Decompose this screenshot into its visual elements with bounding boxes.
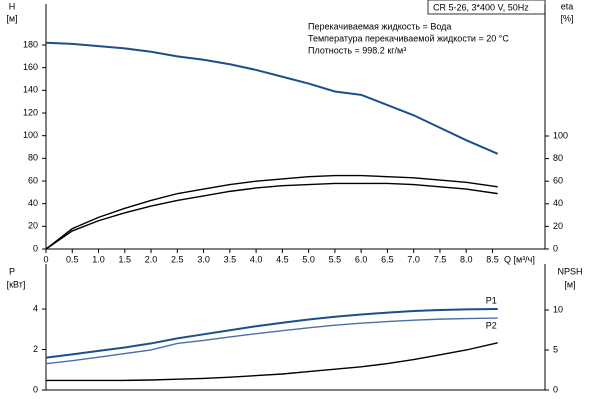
y-tick-label: 120 — [23, 107, 38, 117]
y-unit: [м] — [6, 13, 17, 23]
x-tick-label: 2.0 — [145, 254, 158, 264]
series-line — [46, 342, 498, 382]
x-tick-label: 5.5 — [329, 254, 342, 264]
y-tick-label: 160 — [23, 62, 38, 72]
y2-tick-label: 5 — [553, 344, 558, 354]
x-tick-label: 4.0 — [250, 254, 263, 264]
y-tick-label: 0 — [33, 243, 38, 253]
annotation: Перекачиваемая жидкость = Вода — [308, 21, 451, 31]
x-label: Q [м³/ч] — [504, 254, 535, 264]
x-tick-label: 1.5 — [119, 254, 132, 264]
y2-tick-label: 0 — [553, 243, 558, 253]
y-tick-label: 140 — [23, 85, 38, 95]
y2-tick-label: 80 — [553, 153, 563, 163]
y2-label: eta — [561, 1, 574, 11]
x-tick-label: 2.5 — [171, 254, 184, 264]
y-label: P — [9, 266, 15, 276]
y2-unit: [%] — [560, 13, 573, 23]
y-tick-label: 180 — [23, 39, 38, 49]
x-tick-label: 8.0 — [460, 254, 473, 264]
x-tick-label: 7.5 — [434, 254, 447, 264]
series-line — [45, 174, 498, 250]
y2-tick-label: 10 — [553, 304, 563, 314]
x-tick-label: 8.5 — [486, 254, 499, 264]
y-tick-label: 60 — [28, 175, 38, 185]
chart-title: CR 5-26, 3*400 V, 50Hz — [433, 2, 529, 12]
y-tick-label: 0 — [33, 384, 38, 394]
x-tick-label: 3.0 — [197, 254, 210, 264]
series-label: P1 — [486, 295, 497, 305]
y2-tick-label: 40 — [553, 198, 563, 208]
y-tick-label: 40 — [28, 198, 38, 208]
x-tick-label: 6.0 — [355, 254, 368, 264]
x-tick-label: 0.5 — [66, 254, 79, 264]
x-tick-label: 6.5 — [381, 254, 394, 264]
y2-unit: [м] — [564, 279, 575, 289]
y2-tick-label: 20 — [553, 221, 563, 231]
y-unit: [кВт] — [7, 279, 26, 289]
y-label: H — [9, 1, 16, 11]
series-line — [45, 182, 498, 250]
annotation: Температура перекачиваемой жидкости = 20… — [308, 33, 509, 43]
x-tick-label: 1.0 — [92, 254, 105, 264]
series-label: P2 — [486, 320, 497, 330]
x-tick-label: 7.0 — [407, 254, 420, 264]
x-tick-label: 3.5 — [224, 254, 237, 264]
y2-tick-label: 60 — [553, 176, 563, 186]
series-line — [45, 308, 498, 359]
y-tick-label: 4 — [33, 303, 38, 313]
x-tick-label: 0 — [43, 254, 48, 264]
x-tick-label: 5.0 — [302, 254, 315, 264]
series-line — [45, 41, 499, 155]
y2-tick-label: 100 — [553, 130, 568, 140]
series-line — [45, 317, 498, 365]
y2-tick-label: 0 — [553, 384, 558, 394]
y-tick-label: 80 — [28, 153, 38, 163]
x-tick-label: 4.5 — [276, 254, 289, 264]
y-tick-label: 2 — [33, 344, 38, 354]
y-tick-label: 20 — [28, 221, 38, 231]
y-tick-label: 100 — [23, 130, 38, 140]
annotation: Плотность = 998.2 кг/м³ — [308, 45, 406, 55]
y2-label: NPSH — [557, 266, 582, 276]
